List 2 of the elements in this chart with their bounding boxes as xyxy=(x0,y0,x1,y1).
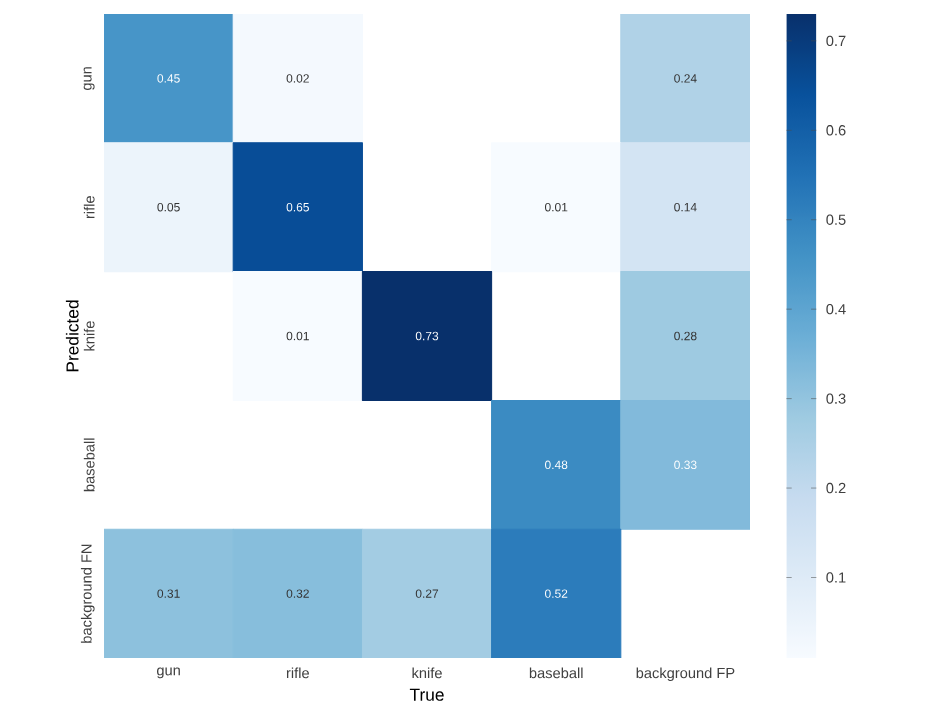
x-axis-title: True xyxy=(409,688,444,701)
y-axis-title: Predicted xyxy=(65,300,79,372)
